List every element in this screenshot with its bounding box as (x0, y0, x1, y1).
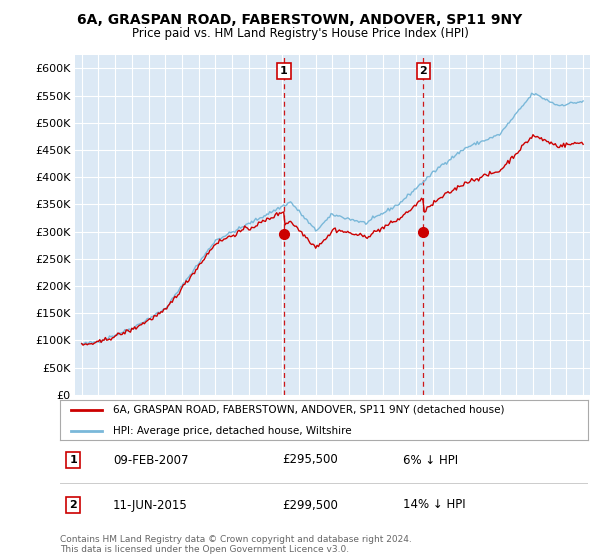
Text: Contains HM Land Registry data © Crown copyright and database right 2024.
This d: Contains HM Land Registry data © Crown c… (60, 535, 412, 554)
Text: 2: 2 (70, 500, 77, 510)
Text: Price paid vs. HM Land Registry's House Price Index (HPI): Price paid vs. HM Land Registry's House … (131, 27, 469, 40)
Text: 6A, GRASPAN ROAD, FABERSTOWN, ANDOVER, SP11 9NY (detached house): 6A, GRASPAN ROAD, FABERSTOWN, ANDOVER, S… (113, 405, 504, 415)
Text: 6% ↓ HPI: 6% ↓ HPI (403, 454, 458, 466)
Text: £295,500: £295,500 (282, 454, 338, 466)
Text: 6A, GRASPAN ROAD, FABERSTOWN, ANDOVER, SP11 9NY: 6A, GRASPAN ROAD, FABERSTOWN, ANDOVER, S… (77, 13, 523, 27)
Text: 1: 1 (70, 455, 77, 465)
Text: £299,500: £299,500 (282, 498, 338, 511)
Text: 09-FEB-2007: 09-FEB-2007 (113, 454, 188, 466)
Text: 2: 2 (419, 66, 427, 76)
Text: 1: 1 (280, 66, 288, 76)
Text: 14% ↓ HPI: 14% ↓ HPI (403, 498, 466, 511)
Text: 11-JUN-2015: 11-JUN-2015 (113, 498, 188, 511)
Text: HPI: Average price, detached house, Wiltshire: HPI: Average price, detached house, Wilt… (113, 426, 352, 436)
